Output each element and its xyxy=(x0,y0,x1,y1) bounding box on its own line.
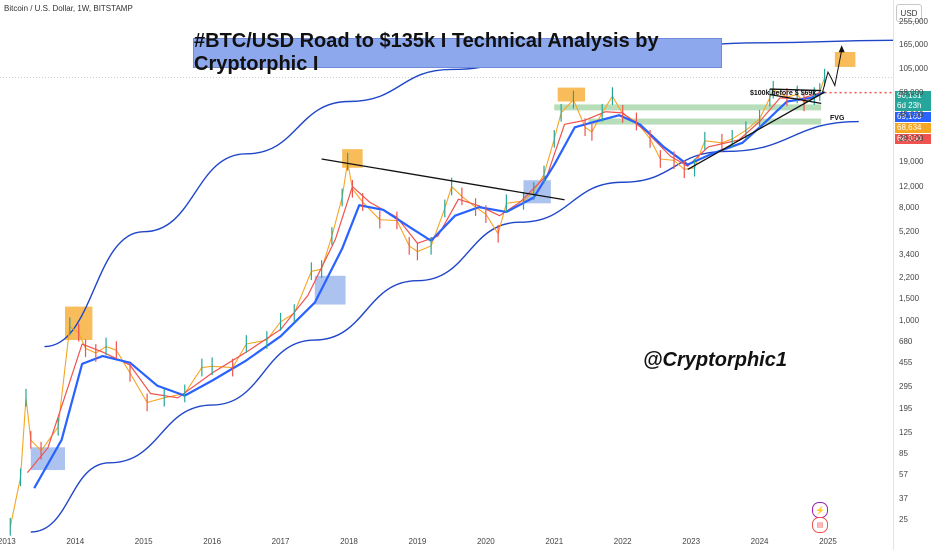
price-tag: 6d 23h xyxy=(895,101,931,111)
author-watermark: @Cryptorphic1 xyxy=(643,349,787,371)
y-tick-label: 37 xyxy=(899,493,908,503)
x-tick-label: 2015 xyxy=(134,537,153,546)
x-tick-label: 2022 xyxy=(613,537,632,546)
trendline-2 xyxy=(769,88,822,92)
y-tick-label: 195 xyxy=(899,404,913,414)
y-tick-label: 680 xyxy=(899,336,913,346)
slow-ma-line xyxy=(33,90,826,489)
fvg-annotation: FVG xyxy=(830,115,845,122)
y-tick-label: 12,000 xyxy=(899,181,924,191)
y-tick-label: 85 xyxy=(899,448,908,458)
y-tick-label: 125 xyxy=(899,428,913,438)
bottom-zone-4 xyxy=(30,447,66,471)
bottom-zone-5 xyxy=(314,275,346,305)
x-tick-label: 2020 xyxy=(476,537,495,546)
y-tick-label: 68,000 xyxy=(899,87,924,97)
y-tick-label: 455 xyxy=(899,358,913,368)
us-flag-icon[interactable]: ▤ xyxy=(812,517,828,533)
price-series-line xyxy=(9,77,826,527)
price-tag: 68,364 xyxy=(895,134,931,144)
y-tick-label: 295 xyxy=(899,381,913,391)
top-zone-2 xyxy=(557,87,586,102)
y-tick-label: 165,000 xyxy=(899,40,928,50)
lightning-icon[interactable]: ⚡ xyxy=(812,502,828,518)
price-tag: 68,634 xyxy=(895,123,931,133)
trendline-3 xyxy=(769,93,822,105)
currency-button[interactable]: USD xyxy=(896,4,922,22)
y-tick-label: 25 xyxy=(899,514,908,524)
trendline-0 xyxy=(321,158,565,201)
lower-channel-line xyxy=(30,120,859,533)
y-tick-label: 8,000 xyxy=(899,203,920,213)
y-tick-label: 105,000 xyxy=(899,64,928,74)
price-tag: 90,131 xyxy=(895,91,931,101)
y-tick-label: 29,000 xyxy=(899,133,924,143)
x-tick-label: 2016 xyxy=(203,537,222,546)
x-tick-label: 2024 xyxy=(750,537,769,546)
chart-title: #BTC/USD Road to $135k I Technical Analy… xyxy=(193,30,722,75)
y-tick-label: 19,000 xyxy=(899,156,924,166)
x-tick-label: 2017 xyxy=(271,537,290,546)
y-tick-label: 2,200 xyxy=(899,273,920,283)
x-tick-label: 2013 xyxy=(0,537,16,546)
y-tick-label: 3,400 xyxy=(899,249,920,259)
target-annotation: $100k before $ $69k xyxy=(750,90,817,97)
support-level-1 xyxy=(588,118,822,125)
symbol-label: Bitcoin / U.S. Dollar, 1W, BITSTAMP xyxy=(4,4,133,13)
projection-path xyxy=(822,50,843,93)
x-tick-label: 2021 xyxy=(545,537,564,546)
support-level-0 xyxy=(554,104,822,111)
y-tick-label: 1,500 xyxy=(899,293,920,303)
y-tick-label: 5,200 xyxy=(899,226,920,236)
y-tick-label: 255,000 xyxy=(899,16,928,26)
top-zone-3 xyxy=(834,52,856,67)
upper-channel-line xyxy=(44,39,894,348)
x-tick-label: 2018 xyxy=(340,537,358,546)
x-tick-label: 2019 xyxy=(408,537,427,546)
price-axis-border xyxy=(893,0,894,550)
x-tick-label: 2014 xyxy=(66,537,85,546)
projection-arrowhead xyxy=(838,45,845,53)
y-tick-label: 45,000 xyxy=(899,110,924,120)
y-tick-label: 1,000 xyxy=(899,315,920,325)
x-tick-label: 2025 xyxy=(819,537,837,546)
y-tick-label: 57 xyxy=(899,470,908,480)
trendline-1 xyxy=(687,91,825,170)
price-tag: 69,160 xyxy=(895,112,931,122)
x-tick-label: 2023 xyxy=(682,537,701,546)
